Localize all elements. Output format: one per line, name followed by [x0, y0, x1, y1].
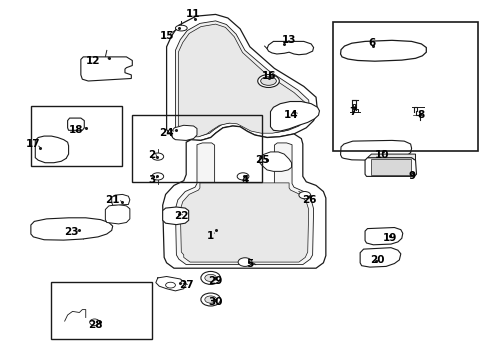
Polygon shape — [81, 57, 132, 81]
Text: 8: 8 — [418, 110, 425, 120]
Polygon shape — [267, 41, 314, 55]
Ellipse shape — [201, 293, 220, 306]
Text: 10: 10 — [375, 150, 390, 160]
Bar — [333, 22, 478, 151]
Text: 12: 12 — [86, 56, 100, 66]
Ellipse shape — [205, 274, 217, 282]
Polygon shape — [172, 125, 197, 140]
Polygon shape — [180, 183, 309, 262]
Polygon shape — [112, 194, 130, 205]
Text: 24: 24 — [159, 128, 174, 138]
Ellipse shape — [258, 75, 279, 87]
Text: 9: 9 — [408, 171, 415, 181]
Polygon shape — [35, 136, 69, 163]
Ellipse shape — [166, 282, 175, 288]
Ellipse shape — [261, 77, 276, 85]
Text: 30: 30 — [208, 297, 223, 307]
Text: 17: 17 — [26, 139, 41, 149]
Text: 2: 2 — [148, 150, 155, 160]
Ellipse shape — [90, 319, 99, 325]
Polygon shape — [163, 207, 189, 225]
Text: 21: 21 — [105, 195, 120, 205]
Text: 25: 25 — [255, 155, 270, 165]
Polygon shape — [365, 158, 416, 176]
Polygon shape — [175, 143, 314, 265]
Ellipse shape — [152, 173, 164, 180]
Polygon shape — [365, 228, 403, 245]
Text: 18: 18 — [69, 125, 83, 135]
Polygon shape — [31, 218, 113, 240]
Polygon shape — [175, 21, 310, 136]
Ellipse shape — [152, 153, 164, 160]
Text: 6: 6 — [369, 38, 376, 48]
Text: 22: 22 — [174, 211, 189, 221]
Polygon shape — [341, 40, 426, 61]
Text: 26: 26 — [302, 195, 317, 205]
Polygon shape — [167, 14, 318, 140]
Text: 7: 7 — [349, 107, 357, 117]
Bar — [371, 159, 411, 175]
Bar — [31, 106, 122, 166]
Text: 3: 3 — [148, 175, 155, 185]
Polygon shape — [341, 140, 412, 160]
Ellipse shape — [299, 192, 311, 199]
Polygon shape — [368, 154, 416, 160]
Ellipse shape — [201, 271, 220, 284]
Text: 19: 19 — [382, 233, 397, 243]
Polygon shape — [178, 24, 306, 137]
Text: 27: 27 — [179, 280, 194, 290]
Bar — [132, 115, 262, 182]
Polygon shape — [105, 204, 130, 224]
Text: 1: 1 — [207, 231, 214, 241]
Text: 20: 20 — [370, 255, 385, 265]
Text: 11: 11 — [186, 9, 201, 19]
Ellipse shape — [237, 173, 249, 180]
Text: 23: 23 — [64, 227, 78, 237]
Polygon shape — [163, 126, 326, 268]
Ellipse shape — [205, 296, 217, 303]
Polygon shape — [360, 248, 401, 267]
Bar — [51, 282, 152, 339]
Text: 16: 16 — [262, 71, 277, 81]
Text: 4: 4 — [241, 175, 249, 185]
Text: 28: 28 — [88, 320, 103, 330]
Text: 15: 15 — [159, 31, 174, 41]
Text: 13: 13 — [282, 35, 296, 45]
Text: 5: 5 — [246, 258, 253, 269]
Ellipse shape — [175, 25, 187, 31]
Text: 14: 14 — [284, 110, 299, 120]
Polygon shape — [270, 102, 319, 131]
Polygon shape — [260, 152, 292, 171]
Ellipse shape — [238, 258, 252, 266]
Polygon shape — [68, 118, 84, 130]
Text: 29: 29 — [208, 276, 223, 286]
